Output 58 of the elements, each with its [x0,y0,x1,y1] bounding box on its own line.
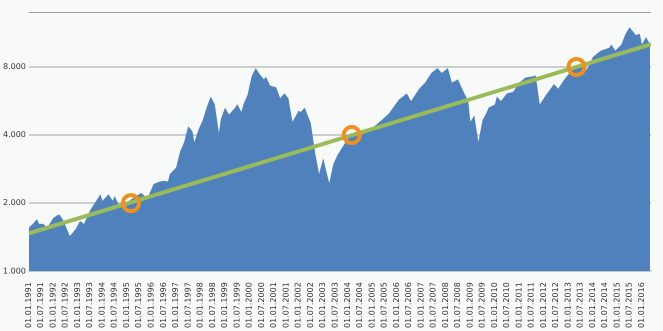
x-tick-label: 01.07.2003 [330,282,340,328]
y-tick-label: 1.000 [2,266,26,276]
point [566,56,586,77]
x-tick-label: 01.07.2004 [354,282,364,328]
x-tick-label: 01.07.2015 [624,282,634,328]
x-tick-label: 01.01.1991 [24,282,33,328]
x-tick-label: 01.07.1996 [158,282,168,328]
point [120,193,141,214]
x-tick-label: 01.01.2008 [440,282,450,328]
x-tick-label: 01.01.2002 [294,282,303,328]
y-tick-label: 8.000 [2,62,26,72]
x-tick-label: 01.07.2010 [502,282,512,328]
x-tick-label: 01.01.2016 [637,282,646,328]
y-tick-label: 4.000 [2,130,26,140]
x-tick-label: 01.07.1998 [208,282,217,328]
x-tick-label: 01.07.2011 [526,282,536,328]
x-tick-label: 01.01.2007 [416,282,426,328]
x-tick-label: 01.01.2014 [588,282,598,328]
x-tick-label: 01.07.1994 [110,282,119,328]
x-tick-label: 01.01.2011 [514,282,524,328]
x-tick-label: 01.07.1993 [85,282,94,328]
x-tick-label: 01.07.2001 [281,282,290,328]
point [342,125,362,146]
x-tick-label: 01.07.2013 [576,282,585,328]
x-tick-label: 01.07.1992 [60,282,70,328]
y-tick-label: 2.000 [2,198,26,208]
x-tick-label: 01.01.2000 [244,282,254,328]
x-tick-label: 01.01.2010 [490,282,499,328]
x-tick-label: 01.01.2015 [612,282,622,328]
x-tick-label: 01.01.2001 [269,282,278,328]
x-tick-label: 01.07.2012 [551,282,560,328]
x-tick-label: 01.07.2005 [379,282,388,328]
x-tick-label: 01.07.2014 [600,282,610,328]
x-tick-label: 01.01.2006 [392,282,401,328]
x-tick-label: 01.01.1997 [171,282,180,328]
x-tick-label: 01.01.1992 [48,282,58,328]
x-tick-label: 01.01.1995 [122,282,132,328]
x-tick-label: 01.01.2013 [564,282,572,328]
x-tick-label: 01.01.2009 [465,282,474,328]
x-tick-label: 01.01.2005 [367,282,376,328]
x-tick-label: 01.07.1997 [183,282,192,328]
x-tick-label: 01.07.2006 [404,282,413,328]
x-tick-label: 01.01.2004 [342,282,352,328]
x-tick-label: 01.01.1998 [196,282,205,328]
x-tick-label: 01.07.1995 [134,282,144,328]
x-tick-label: 01.07.2000 [256,282,266,328]
x-tick-label: 01.07.2002 [306,282,315,328]
x-tick-label: 01.07.2007 [428,282,438,328]
x-tick-label: 01.07.1999 [232,282,242,328]
x-tick-label: 01.01.2003 [318,282,328,328]
x-tick-label: 01.07.2009 [478,282,487,328]
x-tick-label: 01.07.1991 [36,282,46,328]
x-tick-label: 01.01.2012 [538,282,548,328]
x-tick-label: 01.01.1999 [220,282,230,328]
x-tick-label: 01.01.1996 [146,282,156,328]
x-tick-label: 01.01.1993 [73,282,82,328]
x-tick-label: 01.07.2008 [453,282,462,328]
x-tick-label: 01.01.1994 [98,282,107,328]
